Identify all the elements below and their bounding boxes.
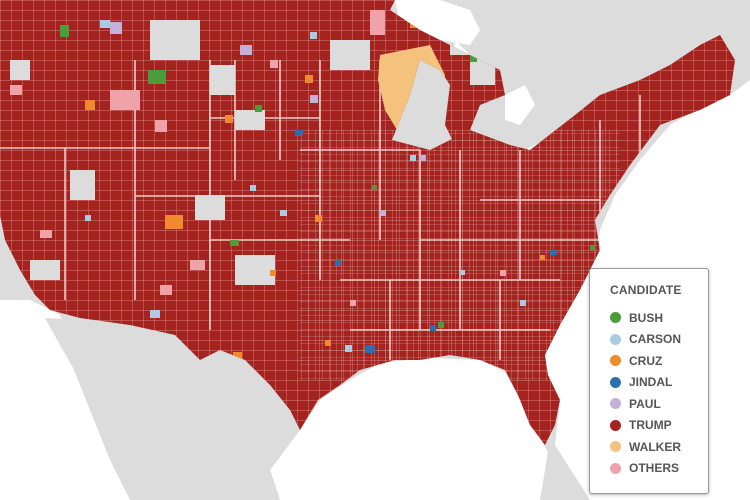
legend-swatch [610,312,621,324]
county-others[interactable] [155,120,167,132]
county-cruz[interactable] [325,340,331,346]
legend-label: CARSON [629,332,682,347]
lake-huron [505,85,535,125]
county-others[interactable] [160,285,172,295]
county-cruz[interactable] [270,270,276,276]
county-carson[interactable] [85,215,91,221]
county-others[interactable] [370,10,385,35]
legend-swatch [610,398,621,410]
legend-item-carson[interactable]: CARSON [610,329,708,351]
county-others[interactable] [110,90,140,110]
legend-title: CANDIDATE [610,283,682,297]
county-bush[interactable] [230,240,239,246]
mexico-land [45,318,290,500]
county-jindal[interactable] [335,260,341,266]
legend-swatch [610,441,621,453]
legend-swatch [610,376,621,388]
county-cruz[interactable] [233,352,242,361]
county-carson[interactable] [100,20,110,28]
county-carson[interactable] [410,155,416,161]
legend-label: CRUZ [629,353,663,368]
county-carson[interactable] [345,345,352,352]
legend-item-bush[interactable]: BUSH [610,307,708,329]
gulf-of-mexico [270,358,548,500]
county-carson[interactable] [310,32,317,39]
county-others[interactable] [500,270,506,276]
legend-label: OTHERS [629,461,680,476]
county-carson[interactable] [460,270,465,275]
county-cruz[interactable] [165,215,183,229]
county-bush[interactable] [60,25,69,37]
legend-label: TRUMP [629,418,672,433]
legend-item-cruz[interactable]: CRUZ [610,350,708,372]
legend-item-trump[interactable]: TRUMP [610,415,708,437]
county-bush[interactable] [590,245,595,250]
county-jindal[interactable] [365,345,375,353]
county-others[interactable] [40,230,52,238]
county-paul[interactable] [380,210,386,216]
county-others[interactable] [190,260,205,270]
candidate-legend: CANDIDATE BUSH CARSON CRUZ JINDAL PAUL TRUMP W… [589,268,709,494]
county-others[interactable] [270,60,278,68]
county-carson[interactable] [150,310,160,318]
county-cruz[interactable] [305,75,313,83]
county-bush[interactable] [372,185,377,190]
legend-label: PAUL [629,396,661,411]
legend-swatch [610,419,621,431]
county-carson[interactable] [250,185,256,191]
legend-swatch [610,462,621,474]
county-bush[interactable] [255,105,262,112]
legend-label: JINDAL [629,375,673,390]
county-carson[interactable] [520,300,526,306]
county-paul[interactable] [420,155,426,161]
county-bush[interactable] [470,55,477,62]
county-cruz[interactable] [315,215,322,222]
lake-superior [395,0,480,45]
legend-label: BUSH [629,310,664,325]
county-others[interactable] [10,85,22,95]
legend-item-walker[interactable]: WALKER [610,436,708,458]
legend-item-jindal[interactable]: JINDAL [610,372,708,394]
legend-item-paul[interactable]: PAUL [610,393,708,415]
pacific-ocean [0,300,130,500]
county-others[interactable] [350,300,356,306]
legend-swatch [610,333,621,345]
county-jindal[interactable] [430,325,436,331]
county-paul[interactable] [240,45,252,55]
county-cruz[interactable] [85,100,95,110]
county-bush[interactable] [148,70,166,84]
county-bush[interactable] [438,322,444,328]
legend-swatch [610,355,621,367]
county-jindal[interactable] [550,250,557,255]
county-cruz[interactable] [540,255,545,260]
county-cruz[interactable] [225,115,233,123]
county-carson[interactable] [280,210,287,216]
legend-item-others[interactable]: OTHERS [610,458,708,480]
county-jindal[interactable] [295,130,303,136]
legend-label: WALKER [629,439,681,454]
county-paul[interactable] [310,95,318,103]
county-paul[interactable] [110,22,122,34]
